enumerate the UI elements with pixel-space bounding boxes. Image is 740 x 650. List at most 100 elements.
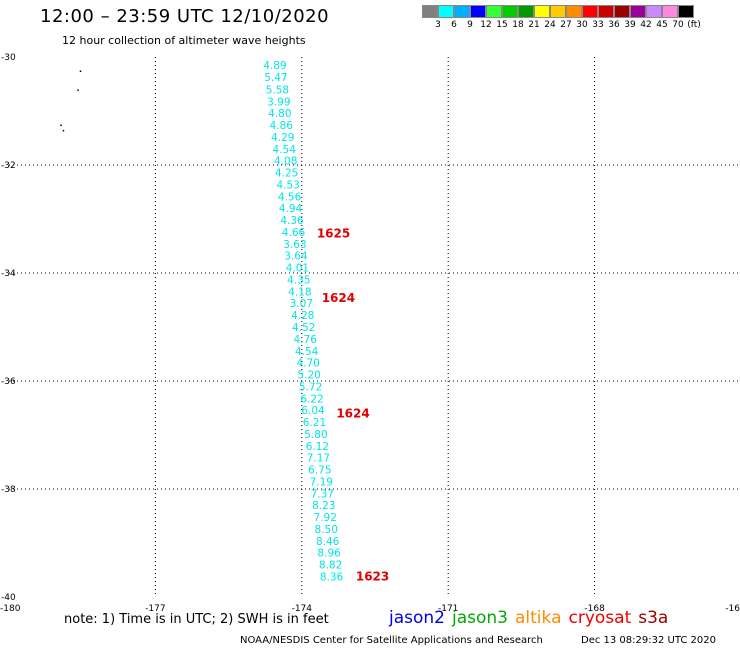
satellite-legend: jason2 jason3 altika cryosat s3a	[389, 608, 675, 628]
satellite-legend-item: cryosat	[568, 608, 632, 628]
color-scale-label: (ft)	[687, 20, 701, 30]
swh-value: 4.86	[270, 120, 294, 132]
swh-value: 4.56	[278, 191, 302, 203]
map-subtitle: 12 hour collection of altimeter wave hei…	[62, 34, 306, 47]
swh-value: 4.54	[295, 346, 319, 358]
swh-value: 7.19	[310, 476, 333, 488]
color-scale-label: 6	[451, 20, 457, 30]
swh-value: 8.50	[315, 524, 338, 536]
time-label: 1624	[336, 406, 369, 420]
lon-tick-label: -171	[438, 604, 458, 614]
swh-value: 3.63	[283, 239, 306, 251]
swh-value: 6.04	[301, 405, 325, 417]
swh-value: 5.80	[304, 429, 327, 441]
swh-value: 4.70	[296, 358, 319, 370]
swh-value: 6.21	[303, 417, 326, 429]
swh-value: 3.07	[290, 298, 313, 310]
color-swatch	[646, 5, 662, 18]
swh-value: 5.58	[266, 84, 289, 96]
swh-value: 4.36	[280, 215, 304, 227]
color-scale-bar	[422, 5, 694, 18]
swh-value: 4.28	[291, 310, 314, 322]
coast-point	[79, 70, 82, 72]
swh-value: 8.23	[312, 500, 335, 512]
swh-value: 4.54	[273, 144, 297, 156]
color-scale-label: 21	[528, 20, 540, 30]
swh-value: 8.96	[317, 548, 341, 560]
lat-tick-label: -36	[1, 377, 16, 387]
color-scale-label: 36	[608, 20, 620, 30]
color-swatch	[438, 5, 454, 18]
color-swatch	[598, 5, 614, 18]
swh-value: 8.82	[319, 560, 342, 572]
color-swatch	[550, 5, 566, 18]
color-scale-label: 45	[656, 20, 668, 30]
swh-value: 3.99	[267, 96, 290, 108]
time-label: 1623	[356, 569, 389, 583]
color-swatch	[518, 5, 534, 18]
lat-tick-label: -34	[1, 269, 16, 279]
color-swatch	[662, 5, 678, 18]
swh-value: 5.20	[297, 370, 320, 382]
grid-lines	[9, 57, 740, 597]
color-swatch	[502, 5, 518, 18]
color-scale-label: 27	[560, 20, 572, 30]
swh-value: 8.36	[320, 571, 344, 583]
satellite-legend-item: s3a	[638, 608, 669, 628]
satellite-legend-item: jason2	[389, 608, 445, 628]
satellite-legend-item: altika	[515, 608, 562, 628]
swh-value: 6.22	[300, 393, 323, 405]
swh-value: 4.53	[276, 179, 299, 191]
time-label: 1625	[317, 227, 350, 241]
lat-tick-label: -40	[1, 593, 16, 603]
swh-value: 6.12	[306, 441, 329, 453]
color-swatch	[470, 5, 486, 18]
swh-value: 6.75	[308, 465, 331, 477]
swh-value: 4.08	[274, 156, 297, 168]
coast-point	[60, 124, 62, 126]
lon-tick-label: -180	[0, 604, 21, 614]
color-scale-label: 70	[672, 20, 684, 30]
swh-value: 5.72	[299, 381, 322, 393]
swh-value: 4.18	[288, 286, 311, 298]
color-scale-label: 24	[544, 20, 556, 30]
color-swatch	[678, 5, 694, 18]
swh-value: 4.76	[294, 334, 318, 346]
color-scale-label: 42	[640, 20, 652, 30]
color-scale-label: 18	[512, 20, 524, 30]
color-scale-legend: 3 6 9 12 15 18 21 24 27 30 33 36 39 42 45 70 (ft)	[422, 5, 701, 30]
swh-value: 4.01	[286, 263, 309, 275]
swh-track: 4.895.475.583.994.804.864.294.544.084.25…	[263, 60, 343, 583]
color-swatch	[582, 5, 598, 18]
lat-tick-label: -38	[1, 485, 16, 495]
satellite-legend-item: jason3	[452, 608, 508, 628]
swh-value: 4.29	[271, 132, 294, 144]
color-scale-label: 39	[624, 20, 636, 30]
swh-value: 5.47	[264, 72, 287, 84]
color-scale-label: 15	[496, 20, 508, 30]
color-scale-label: 9	[467, 20, 473, 30]
credit-text: NOAA/NESDIS Center for Satellite Applica…	[240, 635, 543, 646]
lon-tick-label: -177	[145, 604, 165, 614]
color-swatch	[486, 5, 502, 18]
color-swatch	[630, 5, 646, 18]
lat-tick-label: -30	[1, 53, 16, 63]
coast-point	[62, 129, 65, 132]
color-swatch	[566, 5, 582, 18]
swh-value: 4.25	[275, 168, 298, 180]
swh-value: 4.89	[263, 60, 286, 72]
coast-point	[77, 89, 79, 91]
swh-value: 8.46	[316, 536, 340, 548]
lat-tick-label: -32	[1, 161, 16, 171]
color-scale-label: 12	[480, 20, 492, 30]
color-scale-label: 30	[576, 20, 588, 30]
swh-value: 7.17	[307, 453, 330, 465]
color-swatch	[454, 5, 470, 18]
lon-tick-label: -168	[584, 604, 605, 614]
color-swatch	[534, 5, 550, 18]
swh-value: 7.92	[314, 512, 337, 524]
units-note: note: 1) Time is in UTC; 2) SWH is in fe…	[64, 612, 329, 627]
swh-value: 4.80	[268, 108, 291, 120]
axis-tick-labels: -30 -32 -34 -36 -38 -40-180 -177 -174 -171 -168 -1…	[0, 53, 740, 614]
